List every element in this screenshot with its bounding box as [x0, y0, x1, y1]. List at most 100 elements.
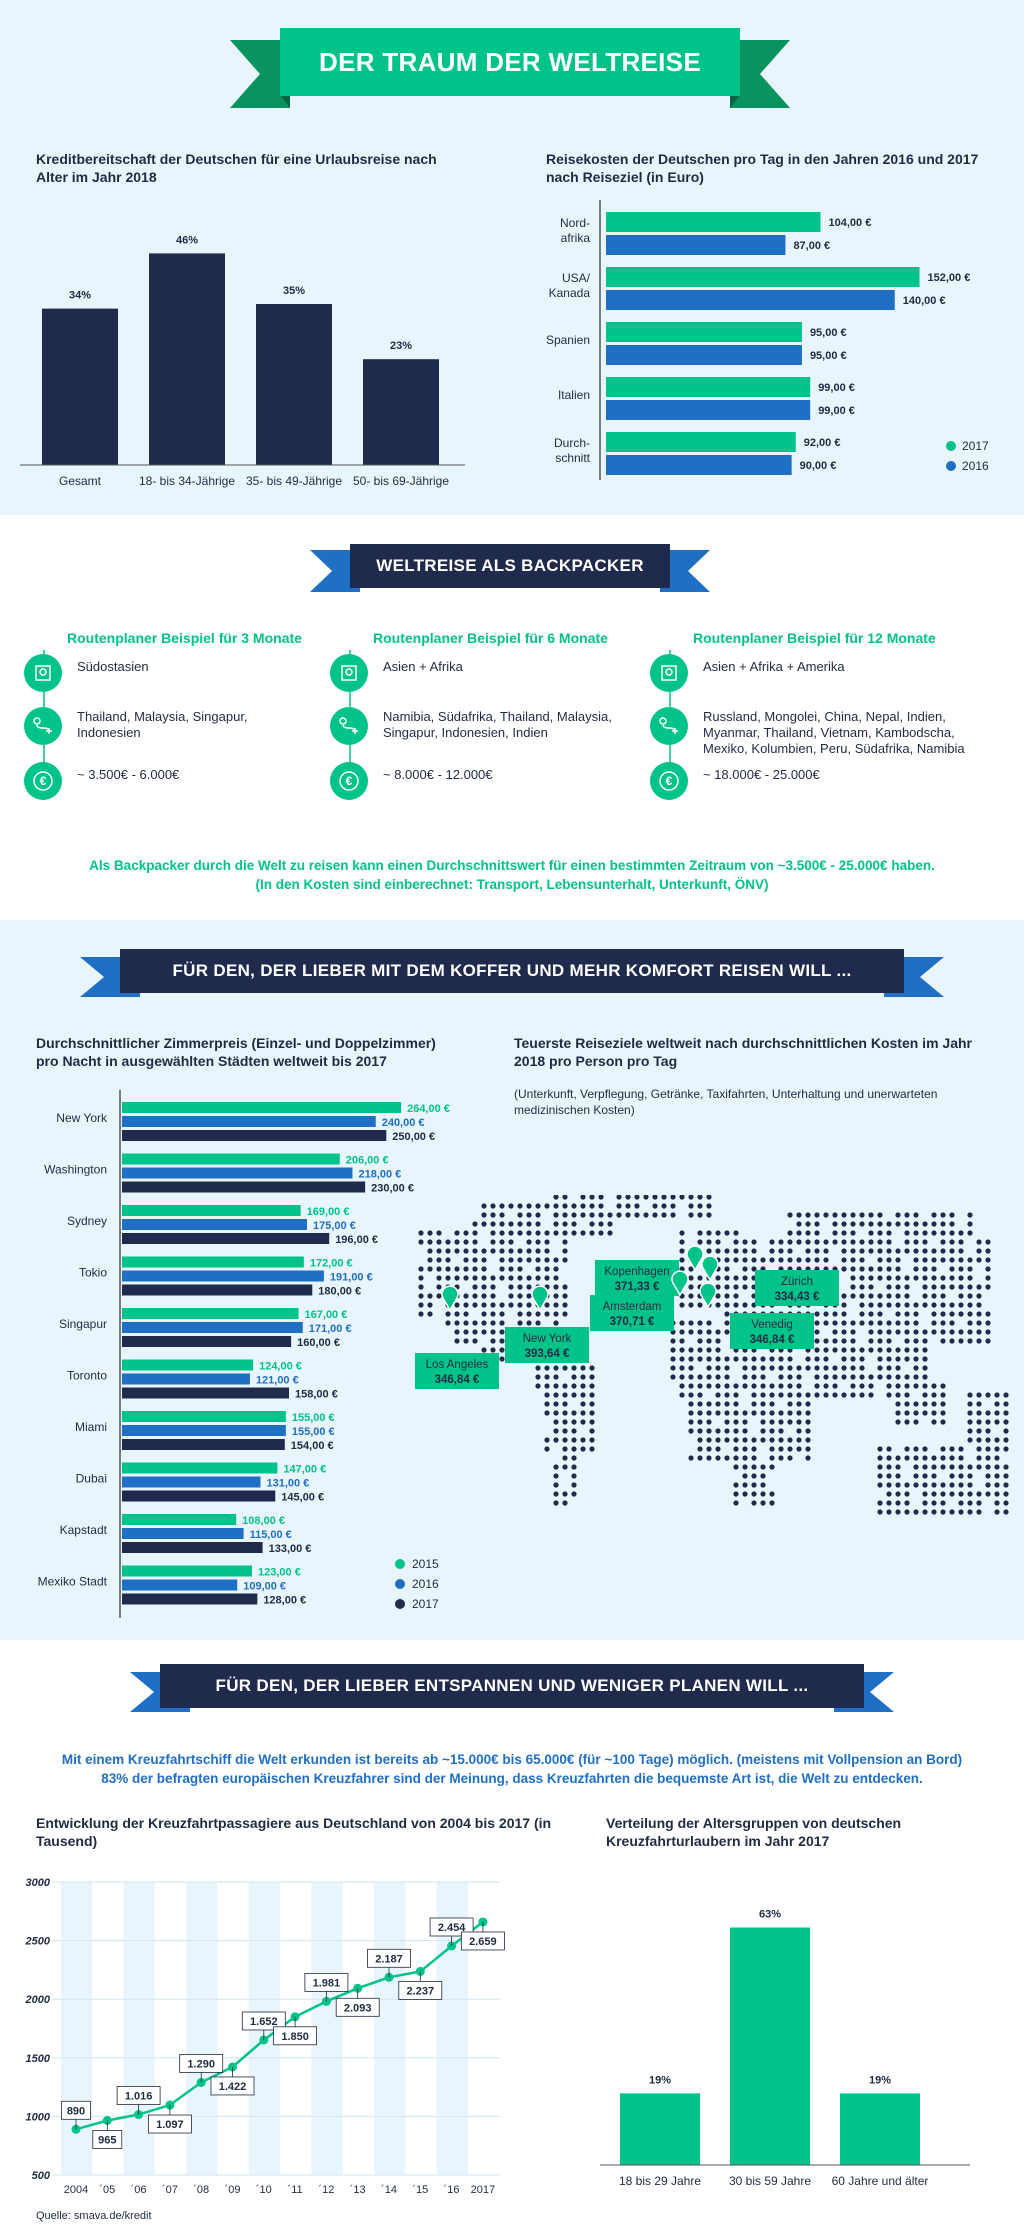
map-dot — [832, 1212, 838, 1218]
map-dots — [418, 1195, 1009, 1515]
map-dot — [886, 1257, 892, 1263]
credit-bar-label: 46% — [176, 234, 198, 246]
map-dot — [877, 1320, 883, 1326]
map-dot — [490, 1221, 496, 1227]
map-dot — [814, 1392, 820, 1398]
map-dot — [922, 1230, 928, 1236]
map-dot — [985, 1410, 991, 1416]
map-dot — [949, 1230, 955, 1236]
map-dot — [535, 1212, 541, 1218]
map-dot — [832, 1230, 838, 1236]
costs-bar-label: 95,00 € — [810, 350, 847, 362]
map-dot — [850, 1248, 856, 1254]
map-dot — [562, 1203, 568, 1209]
map-dot — [769, 1419, 775, 1425]
map-pin-icon — [671, 1270, 689, 1297]
map-dot — [472, 1302, 478, 1308]
map-dot — [490, 1284, 496, 1290]
costs-chart: Nord-afrika 104,00 € 87,00 € USA/Kanada 152,… — [546, 200, 989, 480]
map-dot — [499, 1212, 505, 1218]
map-dot — [976, 1329, 982, 1335]
map-dot — [796, 1212, 802, 1218]
map-dot — [769, 1500, 775, 1506]
map-dot — [499, 1329, 505, 1335]
route-column: Routenplaner Beispiel für 3 Monate Südost… — [22, 630, 372, 830]
map-dot — [850, 1329, 856, 1335]
map-dot — [778, 1257, 784, 1263]
map-dot — [445, 1266, 451, 1272]
map-dot — [823, 1212, 829, 1218]
map-dot — [922, 1257, 928, 1263]
map-dot — [805, 1230, 811, 1236]
credit-bar-label: 34% — [69, 290, 91, 302]
age-chart: 19% 18 bis 29 Jahre 63% 30 bis 59 Jahre 19% 6… — [600, 1909, 970, 2188]
map-dot — [706, 1428, 712, 1434]
hotel-bar-2015 — [122, 1411, 286, 1422]
map-dot — [994, 1401, 1000, 1407]
map-dot — [985, 1320, 991, 1326]
map-dot — [877, 1266, 883, 1272]
map-dot — [922, 1356, 928, 1362]
map-dot — [733, 1356, 739, 1362]
map-dot — [706, 1356, 712, 1362]
line-chart-title: Entwicklung der Kreuzfahrtpassagiere aus… — [36, 1815, 552, 1849]
age-bar-label: 19% — [649, 2074, 671, 2086]
map-dot — [778, 1356, 784, 1362]
map-dot — [688, 1347, 694, 1353]
map-dot — [508, 1302, 514, 1308]
map-dot — [742, 1482, 748, 1488]
map-dot — [571, 1464, 577, 1470]
map-dot — [733, 1275, 739, 1281]
map-dot — [562, 1437, 568, 1443]
map-dot — [724, 1266, 730, 1272]
map-dot — [841, 1347, 847, 1353]
map-dot — [913, 1446, 919, 1452]
hotel-bar-2017 — [122, 1542, 263, 1553]
map-dot — [760, 1257, 766, 1263]
map-dot — [778, 1446, 784, 1452]
x-tick-label: 2004 — [64, 2184, 88, 2196]
map-dot — [571, 1473, 577, 1479]
map-dot — [895, 1464, 901, 1470]
map-dot — [427, 1302, 433, 1308]
map-dot — [760, 1491, 766, 1497]
map-dot — [445, 1320, 451, 1326]
map-dot — [742, 1464, 748, 1470]
map-dot — [517, 1302, 523, 1308]
map-dot — [625, 1203, 631, 1209]
map-dot — [886, 1455, 892, 1461]
map-dot — [922, 1455, 928, 1461]
map-dot — [652, 1203, 658, 1209]
map-dot — [490, 1320, 496, 1326]
map-dot — [508, 1284, 514, 1290]
map-dot — [922, 1446, 928, 1452]
map-dot — [913, 1356, 919, 1362]
map-dot — [715, 1248, 721, 1254]
map-dot — [832, 1374, 838, 1380]
map-dot — [877, 1230, 883, 1236]
map-dot — [787, 1401, 793, 1407]
map-dot — [418, 1311, 424, 1317]
map-dot — [553, 1491, 559, 1497]
map-dot — [994, 1491, 1000, 1497]
map-dot — [787, 1239, 793, 1245]
map-dot — [805, 1239, 811, 1245]
map-dot — [904, 1311, 910, 1317]
map-dot — [895, 1311, 901, 1317]
map-dot — [445, 1257, 451, 1263]
map-dot — [751, 1437, 757, 1443]
map-dot — [742, 1455, 748, 1461]
map-dot — [715, 1410, 721, 1416]
costs-bar-2017 — [606, 322, 802, 342]
route-region: Asien + Afrika + Amerika — [703, 659, 845, 674]
map-dot — [922, 1284, 928, 1290]
map-marker-city: Zürich — [781, 1276, 813, 1288]
map-dot — [967, 1410, 973, 1416]
map-dot — [895, 1392, 901, 1398]
hotel-bar-label: 206,00 € — [346, 1155, 389, 1167]
data-label: 1.016 — [125, 2091, 153, 2103]
map-dot — [841, 1266, 847, 1272]
map-dot — [895, 1248, 901, 1254]
map-dot — [697, 1230, 703, 1236]
map-dot — [877, 1212, 883, 1218]
